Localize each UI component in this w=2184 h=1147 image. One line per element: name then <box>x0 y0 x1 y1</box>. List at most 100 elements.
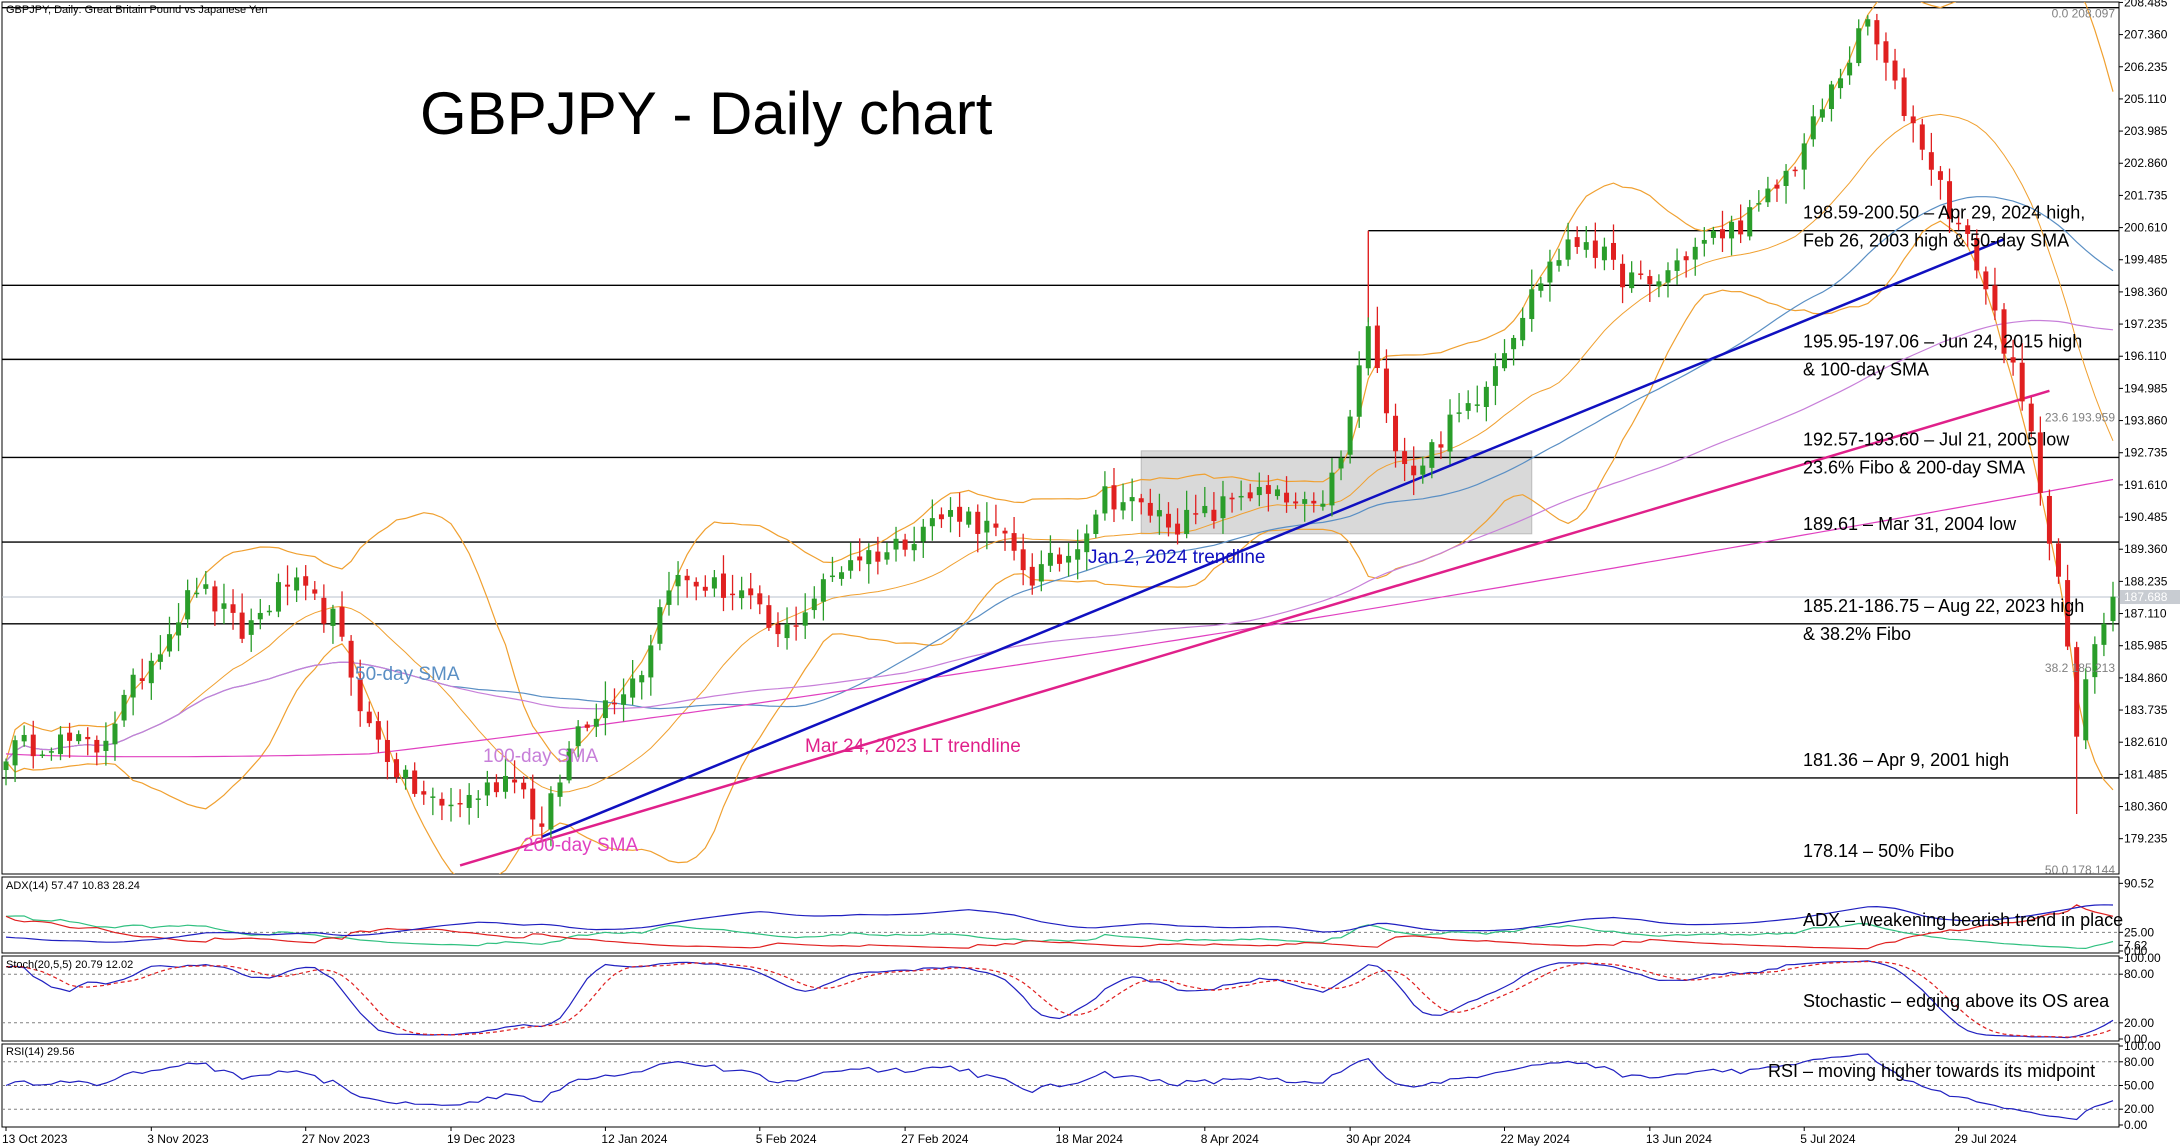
candle-body <box>1311 500 1317 504</box>
candle-body <box>2101 623 2107 645</box>
candle-body <box>866 550 872 565</box>
candle-body <box>784 623 790 639</box>
candle-body <box>1047 552 1053 566</box>
candle-body <box>1474 404 1480 406</box>
adx-title: ADX(14) 57.47 10.83 28.24 <box>6 880 140 892</box>
indicator-tick-label: 90.52 <box>2124 876 2154 890</box>
bollinger-lower <box>5 220 2114 874</box>
main-panel-frame <box>1 1 2120 875</box>
y-tick-label: 188.235 <box>2124 574 2168 588</box>
candle-body <box>1393 415 1399 452</box>
candle-body <box>1565 239 1571 260</box>
indicator-tick-label: 20.00 <box>2124 1102 2154 1116</box>
candle-body <box>775 624 781 635</box>
candle-body <box>684 575 690 581</box>
candle-body <box>2065 580 2071 647</box>
sma200-annotation: 200-day SMA <box>523 835 638 856</box>
fibo-label: 38.2 185.213 <box>2045 661 2115 675</box>
x-tick-label: 27 Feb 2024 <box>901 1132 969 1146</box>
y-tick-label: 181.485 <box>2124 767 2168 781</box>
candle-body <box>221 603 227 609</box>
candle-body <box>1102 486 1108 514</box>
y-tick-label: 207.360 <box>2124 28 2168 42</box>
bollinger-mid <box>5 113 2114 793</box>
candle-body <box>902 539 908 550</box>
candle-body <box>1447 414 1453 452</box>
candle-body <box>1556 260 1562 266</box>
candle-body <box>166 634 172 652</box>
candle-body <box>984 520 990 533</box>
indicator-tick-label: 20.00 <box>2124 1016 2154 1030</box>
candle-body <box>1856 28 1862 64</box>
candle-body <box>57 734 63 755</box>
candle-body <box>611 702 617 705</box>
x-tick-label: 13 Oct 2023 <box>2 1132 68 1146</box>
candle-body <box>2037 432 2043 493</box>
y-tick-label: 189.360 <box>2124 542 2168 556</box>
candle-body <box>39 754 45 756</box>
candle-body <box>1511 337 1517 350</box>
sma100-line <box>5 319 2114 762</box>
mar-trendline-annotation: Mar 24, 2023 LT trendline <box>805 736 1021 757</box>
candle-body <box>1138 498 1144 503</box>
x-tick-label: 3 Nov 2023 <box>147 1132 209 1146</box>
candle-body <box>1583 242 1589 250</box>
candle-body <box>966 511 972 525</box>
candle-body <box>1828 84 1834 110</box>
candle-body <box>3 761 9 771</box>
candle-body <box>1156 510 1162 517</box>
candle-body <box>1483 386 1489 407</box>
candle-body <box>766 605 772 628</box>
candle-body <box>1111 485 1117 510</box>
candle-body <box>1692 246 1698 260</box>
candle-body <box>1629 272 1635 289</box>
indicator-tick-label: 0.00 <box>2124 944 2148 958</box>
mar-trendline <box>459 389 2050 867</box>
y-tick-label: 196.110 <box>2124 349 2167 363</box>
candle-body <box>938 514 944 520</box>
candle-body <box>1202 505 1208 514</box>
candle-body <box>384 740 390 762</box>
candle-body <box>1756 203 1762 205</box>
candle-body <box>212 586 218 612</box>
candle-body <box>266 610 272 613</box>
candle-body <box>1211 509 1217 521</box>
candle-body <box>1383 368 1389 414</box>
candle-body <box>711 577 717 589</box>
candle-body <box>512 779 518 783</box>
candle-body <box>1719 229 1725 239</box>
candle-body <box>466 794 472 808</box>
candle-body <box>239 612 245 639</box>
candle-body <box>1438 444 1444 448</box>
candle-body <box>1075 549 1081 560</box>
candle-body <box>1738 220 1744 235</box>
candle-body <box>30 734 36 757</box>
y-tick-label: 208.485 <box>2124 0 2168 9</box>
current-price-label: 187.688 <box>2124 590 2168 604</box>
candle-body <box>893 538 899 550</box>
current-price-tag <box>2120 590 2180 605</box>
x-tick-label: 13 Jun 2024 <box>1646 1132 1712 1146</box>
stoch-annotation: Stochastic – edging above its OS area <box>1803 991 2110 1011</box>
candle-body <box>630 678 636 698</box>
candle-body <box>2110 596 2116 622</box>
candle-body <box>1883 41 1889 63</box>
x-tick-label: 8 Apr 2024 <box>1201 1132 1259 1146</box>
chart-title: GBPJPY - Daily chart <box>420 80 993 147</box>
candle-body <box>1465 403 1471 411</box>
candle-body <box>157 654 163 662</box>
candle-body <box>1402 451 1408 465</box>
adx-panel-frame <box>1 876 2120 954</box>
candle-body <box>593 718 599 727</box>
candle-body <box>448 804 454 807</box>
candle-body <box>666 590 672 605</box>
candle-body <box>330 608 336 626</box>
adx-plus-di-line <box>5 915 2114 950</box>
candle-body <box>475 798 481 800</box>
candle-body <box>1002 530 1008 534</box>
candle-body <box>130 674 136 698</box>
candle-body <box>748 588 754 596</box>
candle-body <box>357 678 363 712</box>
candle-body <box>1120 502 1126 511</box>
candle-body <box>248 620 254 635</box>
